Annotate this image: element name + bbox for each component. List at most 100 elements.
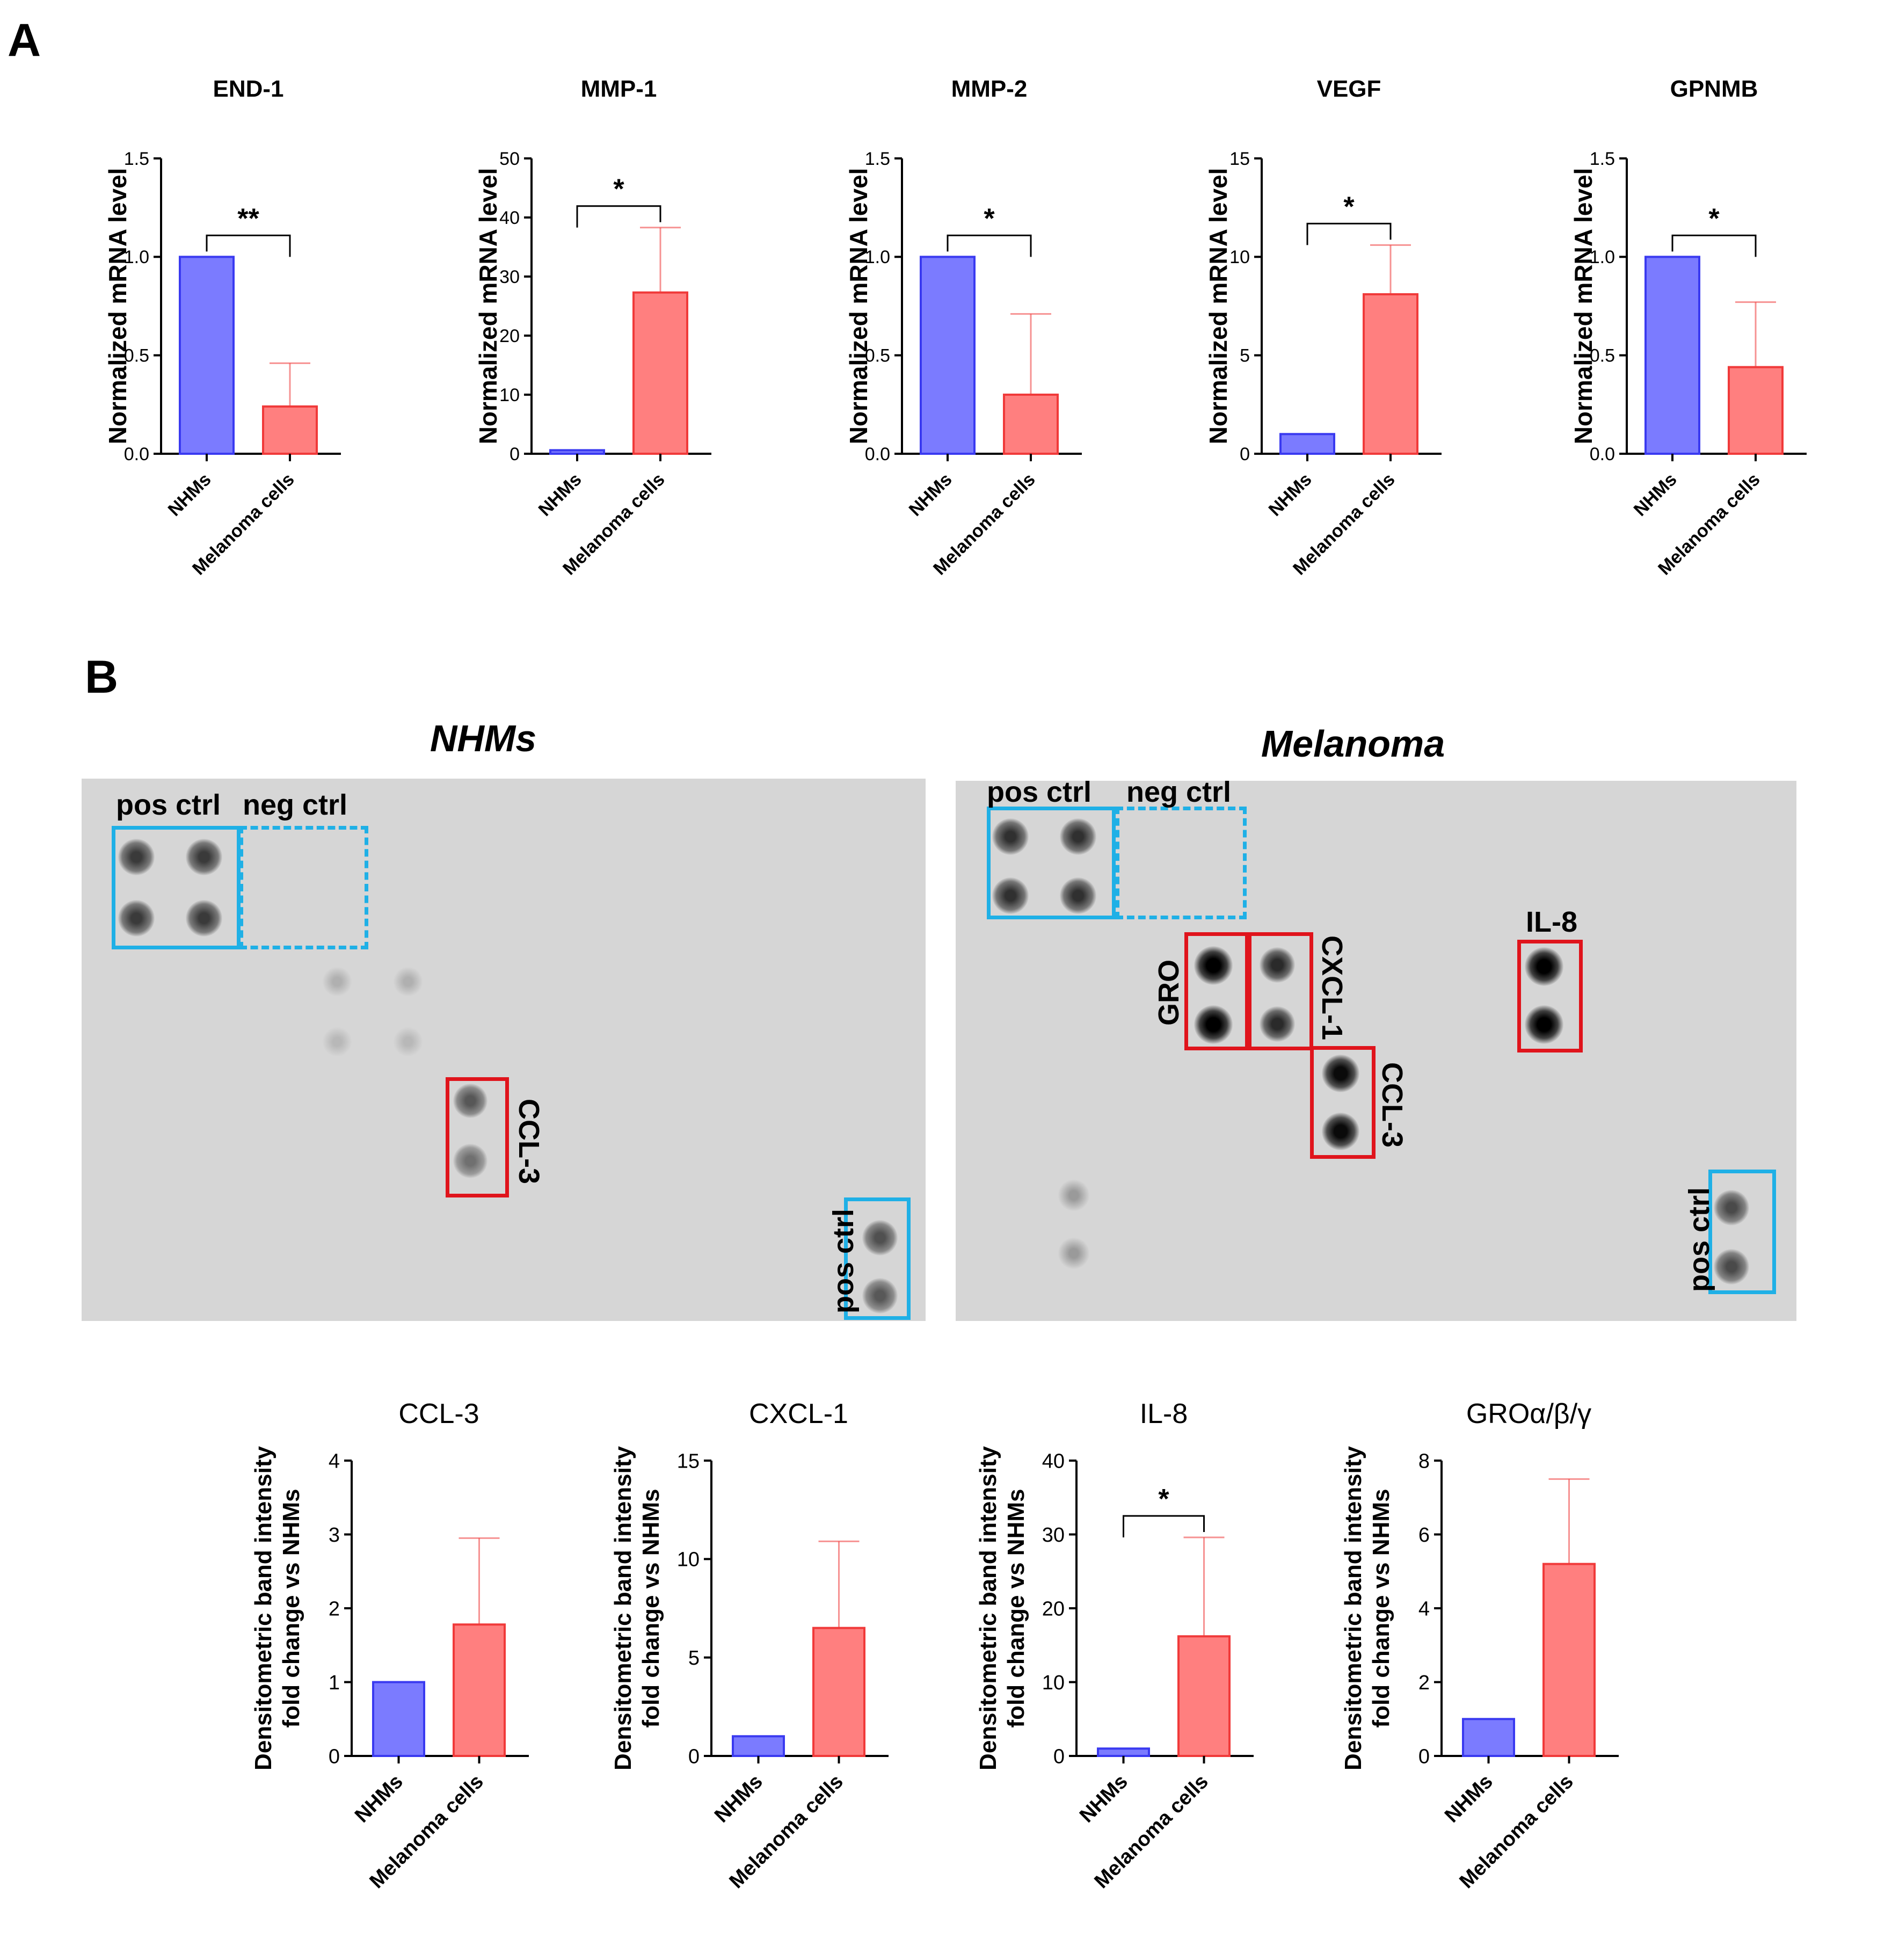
panel-a-label: A: [8, 14, 41, 66]
x-tick-label: NHMs: [535, 469, 586, 520]
x-tick-label: NHMs: [1630, 469, 1681, 520]
x-tick-label: NHMs: [905, 469, 956, 520]
y-tick-label: 10: [499, 385, 520, 405]
y-tick-label: 20: [1042, 1598, 1065, 1620]
spot: [1058, 1237, 1090, 1269]
chart-group: MMP-1 Normalized mRNA level 0 10 20 30 40 50 NHM…: [474, 76, 711, 579]
significance-bracket: [1671, 234, 1757, 257]
bar-nhms: [732, 1735, 785, 1757]
significance-bracket: [206, 234, 291, 257]
y-axis-label: Normalized mRNA level: [474, 168, 502, 445]
spot: [1322, 1113, 1359, 1150]
significance-marker: *: [1343, 191, 1355, 222]
y-axis-label: Densitometric band intensity: [1340, 1446, 1366, 1770]
neg-ctrl-label: neg ctrl: [243, 789, 348, 821]
gro-box: [1184, 932, 1249, 1050]
y-tick-label: 15: [677, 1450, 700, 1472]
spot: [1058, 1179, 1090, 1211]
y-axis-label: Normalized mRNA level: [1204, 168, 1232, 445]
significance-marker: *: [613, 174, 624, 205]
spot: [453, 1084, 487, 1118]
chart-title: GROα/β/γ: [1466, 1398, 1591, 1429]
y-tick-label: 1.0: [865, 247, 890, 267]
chart-title: MMP-1: [581, 76, 657, 102]
spot: [862, 1220, 898, 1255]
chart-group: GROα/β/γ Densitometric band intensity fold…: [1340, 1398, 1619, 1893]
y-tick-label: 1.5: [124, 149, 149, 169]
y-tick-label: 0.0: [1590, 444, 1615, 464]
y-tick-label: 0: [1240, 444, 1250, 464]
bar-melanoma: [1177, 1635, 1231, 1757]
significance-marker: *: [1158, 1484, 1169, 1515]
chart-title: CCL-3: [398, 1398, 479, 1429]
x-tick-label: NHMs: [1440, 1770, 1497, 1827]
ccl3-label: CCL-3: [513, 1099, 545, 1184]
y-tick-label: 8: [1418, 1450, 1430, 1472]
x-tick-label: NHMs: [1265, 469, 1316, 520]
cxcl1-label: CXCL-1: [1316, 935, 1348, 1041]
pos-ctrl-bottom-label: pos ctrl: [1683, 1187, 1715, 1292]
blot-nhms: pos ctrl neg ctrl CCL-3 pos ctrl: [82, 779, 926, 1321]
ccl3-label: CCL-3: [1376, 1062, 1408, 1148]
y-tick-label: 2: [329, 1598, 340, 1620]
chart-title: MMP-2: [951, 76, 1028, 102]
y-axis-label: fold change vs NHMs: [278, 1489, 304, 1728]
chart-ccl3: CCL-3 Densitometric band intensity fold ch…: [250, 1398, 529, 1893]
bar-melanoma: [1728, 366, 1784, 455]
y-tick-label: 40: [499, 208, 520, 228]
chart-group: IL-8 Densitometric band intensity fold cha…: [975, 1398, 1254, 1893]
ccl3-box: [1310, 1046, 1376, 1159]
y-axis-label: Normalized mRNA level: [1569, 168, 1597, 445]
y-tick-label: 10: [1042, 1672, 1065, 1694]
y-tick-label: 0: [688, 1745, 700, 1768]
y-tick-label: 15: [1229, 149, 1250, 169]
y-axis-label: Densitometric band intensity: [975, 1446, 1001, 1770]
spot: [322, 1027, 352, 1057]
y-tick-label: 6: [1418, 1524, 1430, 1547]
y-tick-label: 0: [329, 1745, 340, 1768]
y-tick-label: 10: [677, 1549, 700, 1571]
bar-melanoma: [453, 1623, 506, 1757]
y-tick-label: 1.0: [124, 247, 149, 267]
bar-nhms: [1644, 256, 1700, 455]
neg-ctrl-box: [1116, 807, 1247, 919]
y-tick-label: 20: [499, 326, 520, 346]
neg-ctrl-label: neg ctrl: [1126, 781, 1232, 808]
y-axis-label: Densitometric band intensity: [610, 1446, 636, 1770]
spot: [118, 900, 155, 937]
chart-gro: GROα/β/γ Densitometric band intensity fold…: [1340, 1398, 1619, 1893]
y-tick-label: 0: [1418, 1745, 1430, 1768]
spot: [992, 818, 1029, 855]
significance-bracket: [1123, 1515, 1205, 1537]
pos-ctrl-bottom-label: pos ctrl: [827, 1208, 860, 1313]
y-tick-label: 5: [688, 1647, 700, 1669]
spot: [186, 900, 222, 937]
chart-title: IL-8: [1140, 1398, 1188, 1429]
bar-nhms: [179, 256, 235, 455]
x-tick-label: NHMs: [351, 1770, 407, 1827]
spot: [453, 1144, 487, 1178]
bar-melanoma: [1542, 1563, 1596, 1757]
blot-melanoma: pos ctrl neg ctrl GRO CXCL-1 CCL-3 IL-8 …: [956, 781, 1796, 1321]
spot: [322, 967, 352, 997]
chart-title: VEGF: [1317, 76, 1381, 102]
bar-melanoma: [812, 1627, 865, 1757]
y-tick-label: 1.5: [1590, 149, 1615, 169]
spot: [186, 839, 222, 875]
cxcl1-box: [1248, 932, 1313, 1050]
bar-melanoma: [1363, 293, 1418, 455]
pos-ctrl-bottom-box: [844, 1197, 911, 1320]
y-axis-label: Normalized mRNA level: [845, 168, 872, 445]
significance-marker: *: [984, 203, 995, 234]
bar-nhms: [1097, 1747, 1150, 1757]
y-tick-label: 30: [1042, 1524, 1065, 1547]
y-axis-label: Normalized mRNA level: [104, 168, 132, 445]
spot: [393, 1027, 423, 1057]
y-tick-label: 2: [1418, 1672, 1430, 1694]
pos-ctrl-box: [112, 826, 241, 949]
gro-label: GRO: [1153, 959, 1185, 1026]
